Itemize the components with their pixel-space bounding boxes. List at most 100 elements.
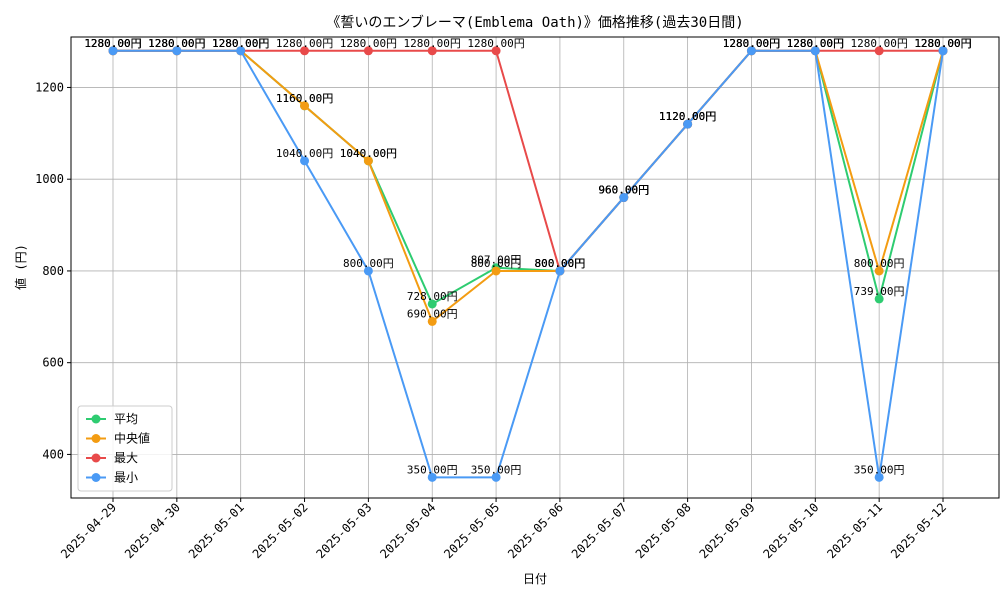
x-axis-label: 日付 [523, 572, 547, 586]
data-label: 1040.00円 [340, 147, 397, 160]
data-label: 1280.00円 [914, 37, 971, 50]
legend-box [77, 405, 173, 492]
data-label: 1280.00円 [914, 37, 971, 50]
data-point [172, 46, 182, 56]
data-label: 1280.00円 [723, 37, 780, 50]
data-label: 1280.00円 [787, 37, 844, 50]
data-label: 728.00円 [407, 290, 458, 303]
data-label: 1040.00円 [340, 147, 397, 160]
data-label: 1280.00円 [84, 37, 141, 50]
data-label: 800.00円 [854, 257, 905, 270]
data-label: 800.00円 [535, 257, 586, 270]
data-label: 1280.00円 [276, 37, 333, 50]
data-point [619, 193, 629, 203]
data-point [491, 266, 501, 276]
series-line [113, 49, 944, 479]
data-label: 739.00円 [854, 285, 905, 298]
data-label: 690.00円 [407, 307, 458, 320]
data-point [874, 266, 884, 276]
data-label: 807.00円 [471, 254, 522, 267]
data-point [427, 46, 437, 56]
data-label: 1280.00円 [787, 37, 844, 50]
data-point [683, 119, 693, 129]
data-point [874, 46, 884, 56]
data-point [300, 156, 310, 166]
data-label: 800.00円 [535, 257, 586, 270]
legend-label: 中央値 [114, 431, 150, 446]
data-label: 1280.00円 [467, 37, 524, 50]
data-point [810, 46, 820, 56]
y-axis-label: 値 (円) [13, 244, 28, 290]
y-tick-label: 600 [42, 356, 64, 370]
data-label: 1280.00円 [340, 37, 397, 50]
legend-label: 最小 [114, 471, 138, 485]
data-label: 1280.00円 [914, 37, 971, 50]
series-layer [108, 46, 948, 482]
data-point [491, 46, 501, 56]
data-label: 1280.00円 [148, 37, 205, 50]
data-point [746, 46, 756, 56]
data-label: 1040.00円 [276, 147, 333, 160]
data-label: 1280.00円 [148, 37, 205, 50]
data-label: 1160.00円 [276, 92, 333, 105]
data-labels: 1280.00円 1280.00円 1280.00円 1160.00円 1040.00円… [84, 37, 971, 477]
data-point [300, 46, 310, 56]
data-label: 1280.00円 [723, 37, 780, 50]
data-label: 1280.00円 [723, 37, 780, 50]
data-label: 1280.00円 [212, 37, 269, 50]
legend-swatch-marker [91, 453, 101, 463]
y-tick-label: 1000 [35, 172, 64, 186]
y-tick-label: 800 [42, 264, 64, 278]
data-point [427, 299, 437, 309]
y-tick-label: 1200 [35, 80, 64, 94]
data-label: 1280.00円 [84, 37, 141, 50]
legend-label: 平均 [114, 412, 138, 426]
data-label: 960.00円 [598, 184, 649, 197]
data-label: 1280.00円 [787, 37, 844, 50]
data-label: 1280.00円 [212, 37, 269, 50]
legend-swatch-marker [91, 473, 101, 482]
data-label: 1160.00円 [276, 92, 333, 105]
data-label: 1280.00円 [212, 37, 269, 50]
data-point [491, 472, 501, 482]
data-label: 1280.00円 [84, 37, 141, 50]
data-label: 1280.00円 [914, 37, 971, 50]
data-label: 1120.00円 [659, 110, 716, 123]
data-point [236, 46, 246, 56]
data-point [363, 46, 373, 56]
data-label: 800.00円 [535, 257, 586, 270]
legend-label: 最大 [114, 451, 138, 465]
data-point [108, 46, 118, 56]
data-point [363, 266, 373, 276]
data-label: 1280.00円 [404, 37, 461, 50]
data-label: 350.00円 [471, 463, 522, 476]
data-point [938, 46, 948, 56]
data-point [427, 472, 437, 482]
legend-swatch-marker [91, 434, 101, 443]
data-label: 1280.00円 [787, 37, 844, 50]
data-label: 1280.00円 [148, 37, 205, 50]
plot-frame [70, 36, 1000, 499]
data-point [300, 101, 310, 111]
data-label: 800.00円 [343, 257, 394, 270]
data-label: 1280.00円 [84, 37, 141, 50]
data-label: 960.00円 [598, 184, 649, 197]
data-point [363, 156, 373, 166]
data-point [555, 266, 565, 276]
data-point [427, 316, 437, 326]
data-label: 800.00円 [535, 257, 586, 270]
data-label: 1120.00円 [659, 110, 716, 123]
chart-title: 《誓いのエンブレーマ(Emblema Oath)》価格推移(過去30日間) [326, 14, 743, 31]
data-label: 960.00円 [598, 184, 649, 197]
data-point [874, 294, 884, 304]
data-label: 1280.00円 [212, 37, 269, 50]
data-point [874, 472, 884, 482]
data-label: 1120.00円 [659, 110, 716, 123]
data-label: 1280.00円 [850, 37, 907, 50]
y-tick-label: 400 [42, 447, 64, 461]
data-label: 1120.00円 [659, 110, 716, 123]
data-label: 800.00円 [471, 257, 522, 270]
